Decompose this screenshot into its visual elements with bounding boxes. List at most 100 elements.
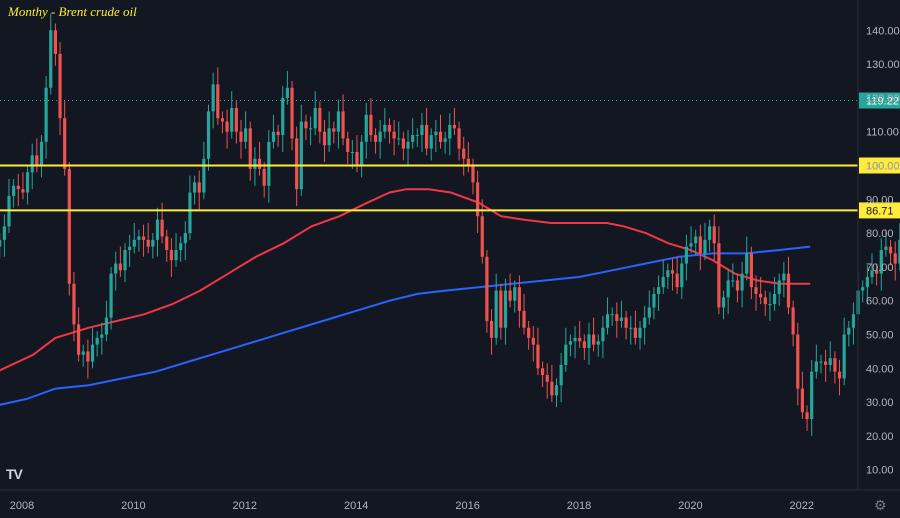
level-price-tag	[859, 157, 900, 174]
candle	[230, 91, 234, 139]
candle-body	[610, 314, 614, 316]
candle	[424, 108, 429, 156]
gear-icon[interactable]: ⚙	[874, 497, 887, 513]
candle-body	[819, 361, 823, 363]
candle-body	[796, 334, 800, 389]
moving-average-line	[0, 188, 811, 372]
candle	[842, 317, 846, 386]
candle-body	[86, 351, 90, 362]
candle	[494, 273, 498, 345]
candle-body	[786, 273, 791, 308]
candle	[7, 179, 11, 234]
candle-body	[392, 131, 396, 139]
candle	[346, 131, 350, 164]
candle	[387, 118, 392, 144]
candle-body	[573, 337, 577, 342]
candle	[16, 173, 20, 207]
candle	[462, 136, 466, 176]
candle	[740, 261, 744, 308]
candle	[865, 265, 869, 305]
candle	[796, 322, 800, 406]
candle	[216, 67, 220, 125]
candle-body	[522, 310, 526, 328]
candle-body	[462, 148, 466, 159]
candle-body	[457, 128, 461, 149]
candle	[104, 300, 109, 342]
candle	[675, 256, 679, 294]
candle	[165, 229, 169, 262]
candle-body	[434, 131, 438, 136]
candle-body	[772, 293, 777, 305]
candle-body	[109, 273, 113, 318]
candle	[814, 344, 818, 379]
candle-body	[49, 30, 53, 88]
candles	[0, 13, 900, 436]
candle-body	[615, 314, 619, 321]
candle-body	[666, 270, 670, 278]
y-tick-label: 100.00	[866, 161, 900, 173]
candle-body	[647, 307, 651, 318]
candle-body	[656, 287, 661, 294]
candle-body	[341, 111, 345, 139]
y-tick-label: 80.00	[866, 228, 894, 240]
candle-body	[527, 327, 531, 338]
candle-body	[308, 128, 313, 130]
candle	[271, 114, 276, 149]
candle-body	[95, 337, 99, 345]
candle	[397, 121, 401, 146]
candle	[824, 349, 828, 382]
candle-body	[165, 236, 169, 250]
candle	[299, 104, 303, 196]
candle	[517, 275, 521, 328]
candle	[257, 141, 262, 176]
candle-body	[271, 131, 276, 142]
candle	[554, 378, 559, 408]
candle-body	[499, 290, 503, 328]
candle-body	[851, 314, 856, 328]
candle	[90, 327, 95, 369]
candle-body	[114, 263, 118, 274]
candle	[411, 118, 415, 149]
candle	[53, 23, 57, 66]
candle-body	[230, 108, 234, 132]
candle-body	[619, 317, 624, 321]
candle-body	[466, 158, 470, 166]
x-tick-label: 2008	[10, 500, 34, 512]
candle	[545, 363, 549, 399]
candle	[680, 256, 684, 300]
candle-body	[759, 293, 763, 298]
candle-body	[517, 287, 521, 311]
candle	[2, 214, 6, 257]
candle	[717, 226, 721, 315]
candle	[485, 250, 489, 333]
candle	[248, 121, 252, 181]
candle-body	[689, 243, 693, 247]
candle	[401, 131, 405, 161]
candle-body	[875, 270, 879, 274]
candle-body	[698, 236, 702, 254]
candle-body	[485, 256, 489, 321]
candle	[239, 119, 243, 159]
candle	[234, 101, 238, 144]
candle-body	[661, 277, 665, 288]
candle	[188, 175, 192, 240]
candle-body	[540, 368, 545, 376]
candle-body	[740, 273, 744, 291]
candle	[731, 263, 735, 288]
candle-body	[12, 185, 16, 196]
candle-body	[554, 385, 559, 396]
candle-body	[336, 111, 341, 132]
tradingview-logo[interactable]: TV	[6, 466, 23, 482]
candle-body	[90, 344, 95, 362]
candle	[837, 359, 842, 396]
candle	[550, 364, 554, 403]
candle-body	[879, 250, 883, 274]
candle	[833, 351, 837, 384]
candle-body	[188, 192, 192, 234]
candle-body	[884, 246, 888, 250]
candle-body	[587, 334, 591, 349]
candle-body	[81, 351, 85, 355]
candle	[726, 268, 730, 315]
candle	[211, 72, 215, 129]
candle-body	[448, 124, 452, 139]
